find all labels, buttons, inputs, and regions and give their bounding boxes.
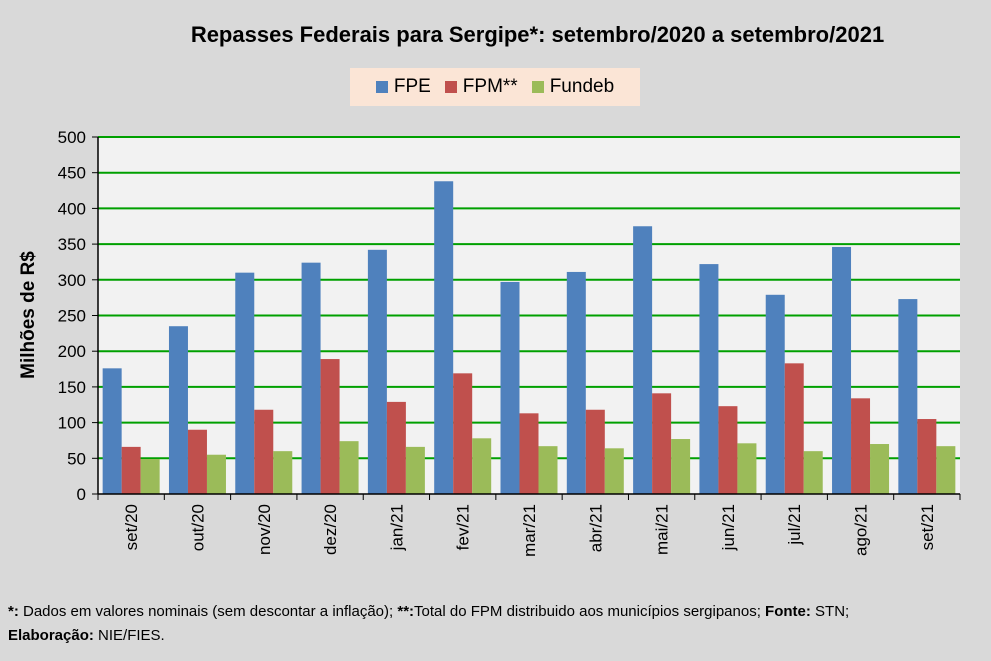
y-tick-label: 100 (58, 414, 86, 433)
bar-fpe (633, 226, 653, 494)
legend-swatch (531, 81, 544, 93)
bar-fundeb (140, 459, 160, 494)
legend-label: FPE (393, 76, 431, 97)
y-tick-label: 400 (58, 199, 86, 218)
bar-fundeb (737, 443, 757, 494)
bar-fpe (765, 294, 785, 494)
x-tick-label: dez/20 (321, 504, 340, 555)
bar-fpm (917, 419, 937, 494)
x-tick-label: jun/21 (719, 504, 738, 551)
bar-fundeb (936, 446, 956, 494)
footnote-bold: Elaboração: (8, 627, 94, 644)
footnote-bold: *: (8, 603, 19, 620)
bar-fpm (254, 409, 274, 494)
bar-fpm (519, 413, 539, 494)
bar-fpe (500, 281, 520, 494)
bar-fpe (102, 368, 122, 494)
footnote-bold: **: (397, 603, 415, 620)
bar-fpe (367, 249, 387, 494)
footnote-text: Total do FPM distribuido aos municípios … (414, 603, 766, 620)
x-tick-label: nov/20 (255, 504, 274, 555)
y-tick-label: 150 (58, 378, 86, 397)
bar-fpe (168, 326, 188, 494)
x-tick-label: jan/21 (387, 504, 406, 551)
y-tick-label: 200 (58, 342, 86, 361)
bar-fpm (187, 429, 207, 494)
x-tick-label: jul/21 (785, 504, 804, 546)
footnote-text: NIE/FIES. (93, 627, 165, 644)
bar-fundeb (671, 439, 691, 494)
chart-title: Repasses Federais para Sergipe*: setembr… (190, 22, 885, 47)
y-tick-label: 350 (58, 235, 86, 254)
x-tick-label: mai/21 (653, 504, 672, 555)
y-tick-label: 500 (58, 128, 86, 147)
bar-fpe (832, 246, 852, 494)
x-tick-label: set/21 (918, 504, 937, 550)
legend-item-fpe: FPE (375, 76, 431, 98)
y-tick-label: 50 (67, 449, 86, 468)
bar-fpm (121, 446, 141, 494)
legend-swatch (375, 81, 388, 93)
legend-item-fpm: FPM** (444, 76, 518, 98)
legend-label: FPM** (462, 76, 518, 97)
y-tick-label: 0 (77, 485, 86, 504)
bar-fundeb (538, 446, 558, 494)
x-tick-label: ago/21 (852, 504, 871, 556)
bar-fundeb (870, 444, 890, 494)
legend-swatch (444, 81, 457, 93)
bar-fpe (434, 181, 454, 494)
bar-fundeb (604, 448, 624, 494)
footnote-bold: Fonte: (765, 603, 811, 620)
bar-fpe (235, 272, 255, 494)
bar-fpm (585, 409, 605, 494)
y-tick-label: 250 (58, 307, 86, 326)
x-tick-label: out/20 (188, 504, 207, 551)
bar-fundeb (339, 441, 359, 494)
legend-item-fundeb: Fundeb (531, 76, 615, 98)
bar-fpm (718, 406, 738, 494)
bar-fpm (851, 398, 871, 494)
footnote-text: Dados em valores nominais (sem descontar… (18, 603, 398, 620)
legend-label: Fundeb (549, 76, 615, 97)
y-tick-label: 300 (58, 271, 86, 290)
x-tick-label: mar/21 (520, 504, 539, 557)
bar-fpm (453, 373, 473, 494)
bar-fundeb (472, 438, 492, 494)
bar-fpm (320, 359, 340, 494)
bar-fundeb (405, 446, 425, 494)
bar-fundeb (803, 451, 823, 494)
bar-fpm (652, 393, 672, 494)
bar-fpe (699, 264, 719, 494)
y-tick-label: 450 (58, 164, 86, 183)
bar-fpm (784, 363, 804, 494)
y-axis-label: Milhões de R$ (18, 251, 39, 379)
bar-fundeb (273, 451, 293, 494)
bar-fundeb (206, 454, 226, 494)
x-tick-label: fev/21 (454, 504, 473, 550)
bar-fpe (898, 299, 918, 494)
bar-fpe (301, 262, 321, 494)
footnote-text: STN; (810, 603, 850, 620)
bar-fpm (386, 401, 406, 494)
x-tick-label: set/20 (122, 504, 141, 550)
bar-fpe (566, 271, 586, 494)
x-tick-label: abr/21 (586, 504, 605, 552)
footnote: *: Dados em valores nominais (sem descon… (8, 600, 849, 648)
legend: FPE FPM** Fundeb (350, 68, 640, 106)
